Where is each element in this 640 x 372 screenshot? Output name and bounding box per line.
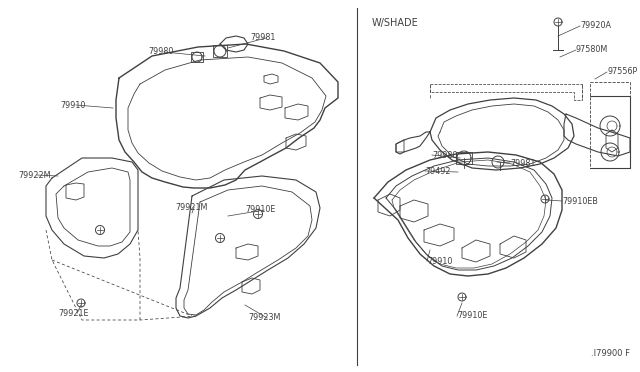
Text: 79910E: 79910E [457,311,488,321]
Text: .I79900 F: .I79900 F [591,349,630,358]
Text: 79921M: 79921M [175,202,207,212]
Text: 79920A: 79920A [580,22,611,31]
Text: 79922M: 79922M [18,170,51,180]
Text: 79910: 79910 [427,257,452,266]
Text: 79980: 79980 [148,48,173,57]
Text: 79492: 79492 [425,167,451,176]
Text: 79981: 79981 [250,33,275,42]
Bar [456,152,472,164]
Bar [213,45,227,57]
Text: 79910: 79910 [60,100,85,109]
Text: 97556P: 97556P [607,67,637,77]
Text: 79923M: 79923M [248,314,280,323]
Text: 97580M: 97580M [576,45,608,55]
Text: 79981: 79981 [510,158,536,167]
Text: W/SHADE: W/SHADE [372,18,419,28]
Text: 79910E: 79910E [245,205,275,215]
Text: 79980: 79980 [432,151,458,160]
Text: 79921E: 79921E [58,308,88,317]
Text: 79910EB: 79910EB [562,196,598,205]
Bar [191,52,203,62]
